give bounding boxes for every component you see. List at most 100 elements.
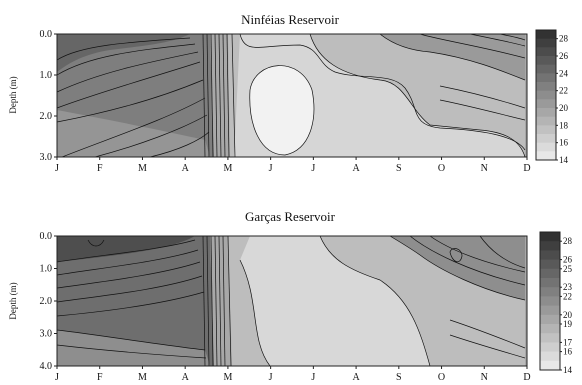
colorbar-label: 26 [563,255,573,265]
colorbar-swatch [536,99,556,109]
heatmap-field [57,34,527,157]
colorbar-swatch [540,259,560,270]
colorbar-swatch [540,232,560,242]
x-tick-label: A [182,372,190,383]
field-surface-warm [57,236,195,262]
colorbar-swatch [540,268,560,279]
x-tick-label: J [269,163,273,174]
y-axis-label: Depth (m) [8,76,18,113]
y-tick-label: 3.0 [40,152,53,163]
field-bottom-left [57,330,210,366]
colorbar-swatch [536,125,556,135]
field-surface-warm [57,34,190,72]
colorbar-frame [539,231,561,371]
y-axis: 0.0 1.0 2.0 3.0 [40,29,57,163]
y-tick-label: 4.0 [40,361,53,372]
x-tick-label: J [55,163,59,174]
y-tick-label: 3.0 [40,329,53,340]
colorbar-swatch [540,324,560,334]
x-tick-label: A [182,163,190,174]
colorbar-swatch [536,142,556,152]
colorbar-frame [535,29,557,161]
chart-garcas: Garças Reservoir [8,209,573,383]
x-tick-label: M [138,163,147,174]
chart-title: Ninféias Reservoir [241,12,340,27]
colorbar-label: 23 [563,282,573,292]
colorbar-swatch [536,82,556,92]
heatmap-field [57,236,527,366]
x-tick-label: M [138,372,147,383]
colorbar-swatch [536,56,556,66]
colorbar-swatch [540,296,560,307]
colorbar-swatch [536,116,556,126]
colorbar-swatch [540,351,560,362]
colorbar-label: 20 [563,310,573,320]
plot-frame [56,33,528,158]
y-axis-label: Depth (m) [8,282,18,319]
colorbar-swatch [536,151,556,161]
field-warm-left [57,236,214,366]
x-tick-label: A [352,163,360,174]
x-tick-label: O [438,163,445,174]
colorbar-label: 14 [563,365,573,375]
x-tick-label: J [311,372,315,383]
x-tick-label: J [269,372,273,383]
y-tick-label: 1.0 [40,70,53,81]
field-surface-late [380,34,525,80]
field-surface-late [390,236,525,300]
y-tick-label: 0.0 [40,29,53,40]
colorbar-label: 17 [563,337,573,347]
colorbar-swatch [536,108,556,118]
colorbar-swatch [540,250,560,261]
x-tick-label: M [223,163,232,174]
x-tick-label: M [223,372,232,383]
isotherms [56,33,526,158]
x-tick-label: J [311,163,315,174]
colorbar-label: 28 [559,34,569,44]
field-coldest [249,65,314,155]
isotherms [56,235,526,367]
x-tick-label: S [396,163,402,174]
colorbar-label: 25 [563,264,573,274]
colorbar-label: 18 [559,120,569,130]
colorbar-label: 22 [563,291,572,301]
x-tick-label: O [438,372,445,383]
colorbar-swatch [540,333,560,343]
chart-ninfeias: Ninféias Reservoir [8,12,569,174]
colorbar-swatch [536,38,556,48]
colorbar-swatch [540,314,560,325]
field-cooler [240,236,430,366]
colorbar-label: 28 [563,236,573,246]
y-tick-label: 2.0 [40,296,53,307]
chart-title: Garças Reservoir [245,209,336,224]
colorbar-label: 22 [559,86,568,96]
colorbar-label: 26 [559,51,569,61]
colorbar-label: 20 [559,103,569,113]
y-tick-label: 2.0 [40,111,53,122]
colorbar-swatch [536,134,556,144]
x-tick-label: N [481,372,488,383]
field-bottom-left [57,110,210,157]
x-tick-label: S [396,372,402,383]
colorbar: 28 26 24 22 20 18 16 14 [535,29,569,165]
colorbar-swatch [536,47,556,57]
y-axis: 0.0 1.0 2.0 3.0 4.0 [40,231,57,372]
colorbar-swatch [540,342,560,353]
colorbar-swatch [536,73,556,83]
colorbar-label: 19 [563,319,573,329]
x-tick-label: D [523,163,530,174]
colorbar-swatch [540,287,560,297]
x-tick-label: F [97,163,103,174]
colorbar-swatch [536,90,556,100]
colorbar-swatch [536,64,556,74]
x-tick-label: F [97,372,103,383]
colorbar-swatch [540,360,560,371]
colorbar-label: 14 [559,155,569,165]
y-tick-label: 0.0 [40,231,53,242]
x-tick-label: J [55,372,59,383]
x-tick-label: N [481,163,488,174]
colorbar-label: 24 [559,68,569,78]
